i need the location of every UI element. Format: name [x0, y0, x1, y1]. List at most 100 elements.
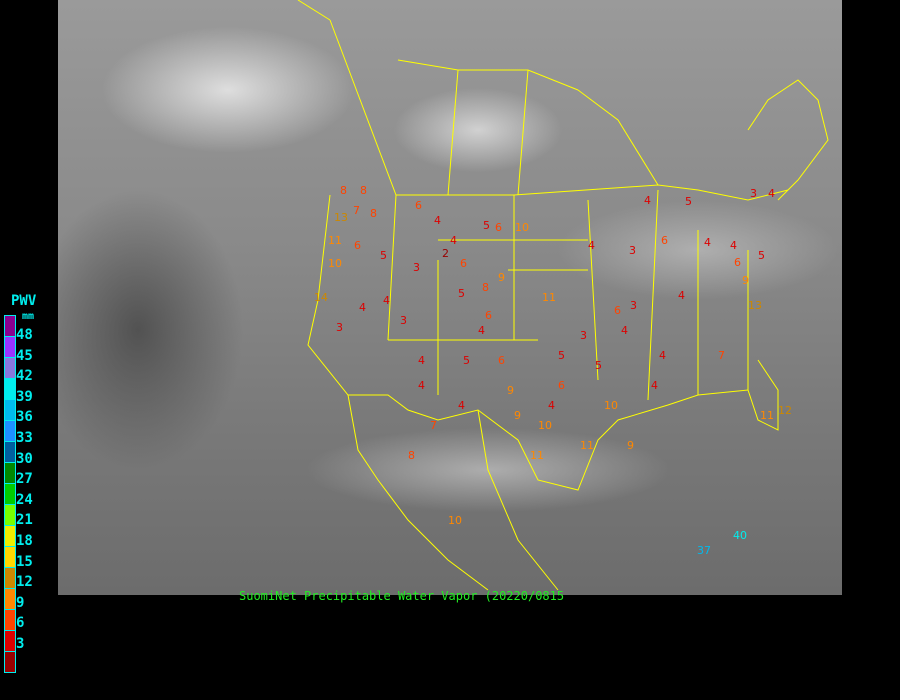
station-pwv-value: 4 [651, 379, 658, 392]
station-pwv-value: 4 [768, 187, 775, 200]
station-pwv-value: 4 [359, 301, 366, 314]
station-pwv-value: 4 [383, 294, 390, 307]
station-pwv-value: 4 [588, 239, 595, 252]
station-pwv-value: 6 [614, 304, 621, 317]
state-borders [297, 0, 829, 591]
legend-swatch [5, 400, 15, 421]
station-pwv-value: 5 [380, 249, 387, 262]
station-pwv-value: 9 [514, 409, 521, 422]
station-pwv-value: 13 [748, 299, 762, 312]
station-pwv-value: 4 [644, 194, 651, 207]
station-pwv-value: 12 [778, 404, 792, 417]
station-pwv-value: 13 [334, 211, 348, 224]
station-pwv-value: 6 [354, 239, 361, 252]
legend-label: 12 [16, 574, 33, 591]
station-pwv-value: 11 [530, 449, 544, 462]
station-pwv-value: 4 [478, 324, 485, 337]
station-pwv-value: 10 [538, 419, 552, 432]
legend-swatch [5, 358, 15, 379]
station-pwv-value: 10 [515, 221, 529, 234]
station-pwv-value: 3 [750, 187, 757, 200]
station-pwv-value: 5 [685, 195, 692, 208]
station-pwv-value: 9 [627, 439, 634, 452]
legend-label: 21 [16, 512, 33, 529]
legend-label: 36 [16, 409, 33, 426]
station-pwv-value: 11 [328, 234, 342, 247]
station-pwv-value: 4 [704, 236, 711, 249]
legend-label: 18 [16, 533, 33, 549]
legend-swatch [5, 421, 15, 442]
map-caption: SuomiNet Precipitable Water Vapor (20220… [239, 589, 565, 603]
legend-swatch [5, 589, 15, 610]
station-pwv-value: 3 [413, 261, 420, 274]
station-pwv-value: 5 [483, 219, 490, 232]
legend-label: 45 [16, 347, 33, 364]
legend-swatch [5, 526, 15, 547]
station-pwv-value: 6 [734, 256, 741, 269]
station-pwv-value: 6 [415, 199, 422, 212]
station-pwv-value: 2 [442, 247, 449, 260]
station-pwv-value: 10 [448, 514, 462, 527]
station-pwv-value: 5 [595, 359, 602, 372]
station-pwv-value: 3 [580, 329, 587, 342]
legend-title: PWV [11, 293, 37, 309]
legend-label: 6 [16, 615, 25, 632]
station-pwv-value: 5 [463, 354, 470, 367]
legend-swatch [5, 547, 15, 568]
station-pwv-value: 14 [314, 291, 328, 304]
station-pwv-value: 4 [548, 399, 555, 412]
legend-label: 48 [16, 327, 33, 343]
station-pwv-value: 9 [507, 384, 514, 397]
legend-unit: mm [22, 311, 35, 322]
station-pwv-value: 7 [353, 204, 360, 217]
station-pwv-value: 9 [742, 274, 749, 287]
station-pwv-value: 6 [495, 221, 502, 234]
legend-swatch [5, 484, 15, 505]
station-pwv-value: 3 [336, 321, 343, 334]
station-pwv-value: 4 [458, 399, 465, 412]
legend-colorbar [4, 315, 16, 673]
legend-swatch [5, 379, 15, 400]
station-pwv-value: 4 [678, 289, 685, 302]
legend-swatch [5, 610, 15, 631]
station-pwv-value: 3 [400, 314, 407, 327]
station-pwv-value: 11 [760, 409, 774, 422]
station-pwv-value: 10 [328, 257, 342, 270]
station-pwv-value: 11 [580, 439, 594, 452]
legend-label: 9 [16, 594, 25, 611]
legend-swatch [5, 337, 15, 358]
station-pwv-value: 7 [718, 349, 725, 362]
station-pwv-value: 4 [434, 214, 441, 227]
legend-label: 42 [16, 368, 33, 385]
station-pwv-value: 4 [450, 234, 457, 247]
station-pwv-value: 4 [621, 324, 628, 337]
legend-swatch [5, 505, 15, 526]
station-pwv-value: 8 [370, 207, 377, 220]
legend-swatch [5, 463, 15, 484]
station-pwv-value: 3 [630, 299, 637, 312]
legend-swatch [5, 442, 15, 463]
station-pwv-value: 8 [360, 184, 367, 197]
station-pwv-value: 8 [482, 281, 489, 294]
legend-label: 15 [16, 553, 33, 570]
station-pwv-value: 6 [460, 257, 467, 270]
station-pwv-value: 7 [430, 419, 437, 432]
station-pwv-value: 4 [730, 239, 737, 252]
legend-label: 27 [16, 471, 33, 488]
legend-swatch [5, 631, 15, 652]
station-pwv-value: 6 [498, 354, 505, 367]
station-pwv-value: 11 [542, 291, 556, 304]
station-pwv-value: 37 [697, 544, 711, 557]
station-pwv-value: 8 [408, 449, 415, 462]
legend-swatch [5, 568, 15, 589]
legend-label: 33 [16, 430, 33, 446]
station-pwv-value: 6 [558, 379, 565, 392]
station-pwv-value: 4 [418, 354, 425, 367]
station-pwv-value: 4 [659, 349, 666, 362]
station-pwv-value: 9 [498, 271, 505, 284]
station-pwv-value: 5 [558, 349, 565, 362]
satellite-map: 8 8 7 8 6 4 5 6 10 11 6 10 13 14 4 3 4 5 3 2 6 4 5 3 4 11 8 5 6 9 4 3 4 5… [58, 0, 842, 595]
legend-label: 3 [16, 636, 25, 652]
station-pwv-value: 10 [604, 399, 618, 412]
legend-label: 30 [16, 450, 33, 467]
